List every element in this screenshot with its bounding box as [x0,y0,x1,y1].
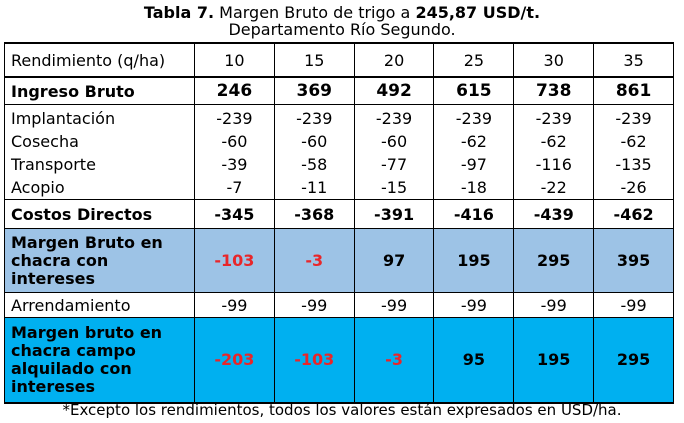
header-label: Rendimiento (q/ha) [4,42,195,78]
row-label: Arrendamiento [4,292,195,318]
arrendamiento-row: Arrendamiento -99 -99 -99 -99 -99 -99 [4,292,674,318]
table-cell: -15 [353,176,435,200]
table-cell: -99 [194,292,275,318]
header-cell: 10 [194,42,275,78]
table-cell: -103 [273,317,355,404]
table-cell: -62 [513,130,595,153]
table-cell: -18 [433,176,515,200]
table-cell: -99 [433,292,515,318]
table-cell: 295 [513,228,595,293]
table-cell: -99 [513,292,595,318]
row-label: Cosecha [4,130,195,153]
row-label-line: alquilado con [11,359,132,378]
table-cell: -58 [273,153,355,176]
table-cell: 738 [513,77,595,105]
table-cell: 195 [513,317,595,404]
table-cell: -462 [593,199,674,229]
table-cell: -99 [593,292,674,318]
table-cell: -26 [593,176,674,200]
table-cell: -116 [513,153,595,176]
cost-row-transporte: Transporte -39 -58 -77 -97 -116 -135 [4,153,674,176]
footnote: *Excepto los rendimientos, todos los val… [62,401,622,419]
table-cell: -345 [194,199,275,229]
row-label-line: intereses [11,377,96,396]
table-cell: -239 [433,104,515,130]
table-cell: -60 [194,130,275,153]
table-cell: 95 [433,317,515,404]
table-cell: -239 [194,104,275,130]
table-cell: 615 [433,77,515,105]
row-label-line: chacra campo [11,341,136,360]
row-label-line: chacra con [11,250,109,270]
table-cell: -135 [593,153,674,176]
header-row: Rendimiento (q/ha) 10 15 20 25 30 35 [4,42,674,78]
table-cell: -391 [353,199,435,229]
table-cell: 295 [593,317,674,404]
table-cell: -97 [433,153,515,176]
table-cell: -99 [273,292,355,318]
table-cell: -77 [353,153,435,176]
table-cell: 246 [194,77,275,105]
ingreso-bruto-row: Ingreso Bruto 246 369 492 615 738 861 [4,77,674,105]
table-cell: -416 [433,199,515,229]
table-title: Tabla 7. Margen Bruto de trigo a 245,87 … [0,4,684,22]
table-cell: -239 [593,104,674,130]
table-subtitle: Departamento Río Segundo. [228,20,456,39]
row-label: Margen bruto en chacra campo alquilado c… [4,317,195,404]
margen-alquilado-row: Margen bruto en chacra campo alquilado c… [4,317,674,404]
table-cell: 492 [353,77,435,105]
margen-bruto-row: Margen Bruto en chacra con intereses -10… [4,228,674,293]
table-cell: -439 [513,199,595,229]
table-cell: -3 [273,228,355,293]
title-price: 245,87 USD/t. [415,3,541,22]
table-cell: -99 [353,292,435,318]
table-cell: 97 [353,228,435,293]
table-cell: -239 [273,104,355,130]
header-cell: 25 [433,42,515,78]
row-label: Margen Bruto en chacra con intereses [4,228,195,293]
row-label-line: intereses [11,268,96,288]
table-cell: 195 [433,228,515,293]
table-cell: -103 [194,228,275,293]
row-label: Acopio [4,176,195,200]
table-cell: -60 [273,130,355,153]
table-cell: -11 [273,176,355,200]
table-cell: -239 [513,104,595,130]
costos-directos-row: Costos Directos -345 -368 -391 -416 -439… [4,199,674,229]
title-text: Margen Bruto de trigo a [219,3,411,22]
table-number: Tabla 7. [143,3,215,22]
table-cell: 861 [593,77,674,105]
header-cell: 20 [353,42,435,78]
table-cell: -60 [353,130,435,153]
table-cell: -3 [353,317,435,404]
table-cell: -62 [433,130,515,153]
header-cell: 35 [593,42,674,78]
table-cell: -62 [593,130,674,153]
table-cell: -203 [194,317,275,404]
row-label: Ingreso Bruto [4,77,195,105]
table-cell: -22 [513,176,595,200]
row-label-line: Margen Bruto en [11,232,163,252]
cost-row-acopio: Acopio -7 -11 -15 -18 -22 -26 [4,176,674,200]
row-label: Implantación [4,104,195,130]
table-cell: -7 [194,176,275,200]
table-cell: 395 [593,228,674,293]
header-cell: 30 [513,42,595,78]
margin-table: Rendimiento (q/ha) 10 15 20 25 30 35 Ing… [4,42,674,404]
row-label-line: Margen bruto en [11,323,163,342]
table-cell: -368 [273,199,355,229]
table-cell: 369 [273,77,355,105]
cost-row-implantacion: Implantación -239 -239 -239 -239 -239 -2… [4,104,674,130]
row-label: Transporte [4,153,195,176]
row-label: Costos Directos [4,199,195,229]
table-cell: -239 [353,104,435,130]
table-cell: -39 [194,153,275,176]
header-cell: 15 [273,42,355,78]
cost-row-cosecha: Cosecha -60 -60 -60 -62 -62 -62 [4,130,674,153]
